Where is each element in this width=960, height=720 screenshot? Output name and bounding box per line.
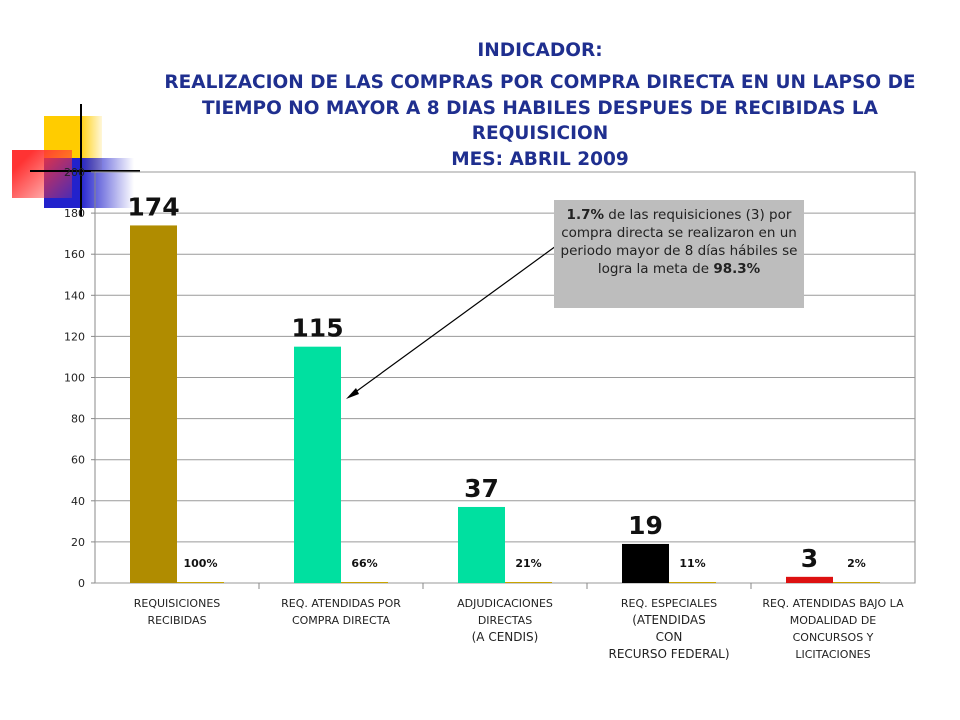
x-category-label: REQ. ATENDIDAS POR bbox=[281, 597, 401, 610]
x-category-label: ADJUDICACIONES bbox=[457, 597, 553, 610]
decoration-horizontal-line bbox=[30, 170, 140, 172]
y-tick-label: 40 bbox=[71, 495, 85, 508]
chart-title-line-3: TIEMPO NO MAYOR A 8 DIAS HABILES DESPUES… bbox=[201, 98, 878, 119]
data-label-count: 115 bbox=[291, 314, 343, 343]
chart-title-line-5: MES: ABRIL 2009 bbox=[451, 149, 629, 170]
y-tick-label: 200 bbox=[64, 166, 85, 179]
data-label-percent: 11% bbox=[679, 557, 705, 570]
bar-percent bbox=[833, 582, 880, 583]
data-label-percent: 100% bbox=[184, 557, 218, 570]
y-tick-label: 120 bbox=[64, 330, 85, 343]
x-category-label: RECURSO FEDERAL) bbox=[608, 647, 729, 661]
data-label-percent: 66% bbox=[351, 557, 377, 570]
bar-count bbox=[130, 225, 177, 583]
bar-count bbox=[458, 506, 505, 583]
bar-count bbox=[786, 576, 833, 583]
annotation-text: de las requisiciones (3) por compra dire… bbox=[560, 207, 798, 277]
x-category-label: DIRECTAS bbox=[478, 614, 532, 627]
decoration-vertical-line bbox=[80, 104, 82, 216]
data-label-count: 3 bbox=[801, 544, 818, 573]
x-category-label: REQ. ESPECIALES bbox=[621, 597, 717, 610]
x-category-label: COMPRA DIRECTA bbox=[292, 614, 391, 627]
data-label-percent: 21% bbox=[515, 557, 541, 570]
y-tick-label: 60 bbox=[71, 454, 85, 467]
annotation-arrow-head bbox=[346, 388, 359, 399]
x-category-label: LICITACIONES bbox=[795, 648, 870, 661]
y-tick-label: 160 bbox=[64, 248, 85, 261]
bar-count bbox=[622, 543, 669, 583]
y-tick-label: 140 bbox=[64, 289, 85, 302]
y-tick-label: 20 bbox=[71, 536, 85, 549]
annotation-box: 1.7% de las requisiciones (3) por compra… bbox=[554, 200, 804, 308]
bar-percent bbox=[505, 582, 552, 583]
chart-title-line-4: REQUISICION bbox=[471, 123, 609, 144]
data-label-percent: 2% bbox=[847, 557, 866, 570]
x-category-label: MODALIDAD DE bbox=[790, 614, 877, 627]
x-category-label: (ATENDIDAS bbox=[632, 613, 705, 627]
x-category-label: CON bbox=[656, 630, 683, 644]
annotation-bold-goal: 98.3% bbox=[713, 261, 761, 277]
decoration-red-square bbox=[12, 150, 72, 198]
x-category-label: CONCURSOS Y bbox=[793, 631, 874, 644]
chart-title-line-1: INDICADOR: bbox=[477, 40, 603, 61]
annotation-bold-percent: 1.7% bbox=[566, 207, 604, 223]
data-label-count: 19 bbox=[628, 511, 663, 540]
y-tick-label: 0 bbox=[78, 577, 85, 590]
bar-count bbox=[294, 346, 341, 583]
x-category-label: (A CENDIS) bbox=[472, 630, 539, 644]
x-category-label: REQ. ATENDIDAS BAJO LA bbox=[762, 597, 904, 610]
data-label-count: 37 bbox=[464, 474, 499, 503]
y-tick-label: 180 bbox=[64, 207, 85, 220]
bar-percent bbox=[669, 582, 716, 583]
annotation-arrow-line bbox=[349, 245, 557, 397]
bar-percent bbox=[341, 582, 388, 583]
data-label-count: 174 bbox=[127, 192, 179, 221]
bar-percent bbox=[177, 582, 224, 583]
x-category-label: REQUISICIONES bbox=[134, 597, 221, 610]
x-category-label: RECIBIDAS bbox=[147, 614, 206, 627]
y-tick-label: 100 bbox=[64, 372, 85, 385]
chart-title-line-2: REALIZACION DE LAS COMPRAS POR COMPRA DI… bbox=[164, 72, 916, 93]
y-tick-label: 80 bbox=[71, 413, 85, 426]
